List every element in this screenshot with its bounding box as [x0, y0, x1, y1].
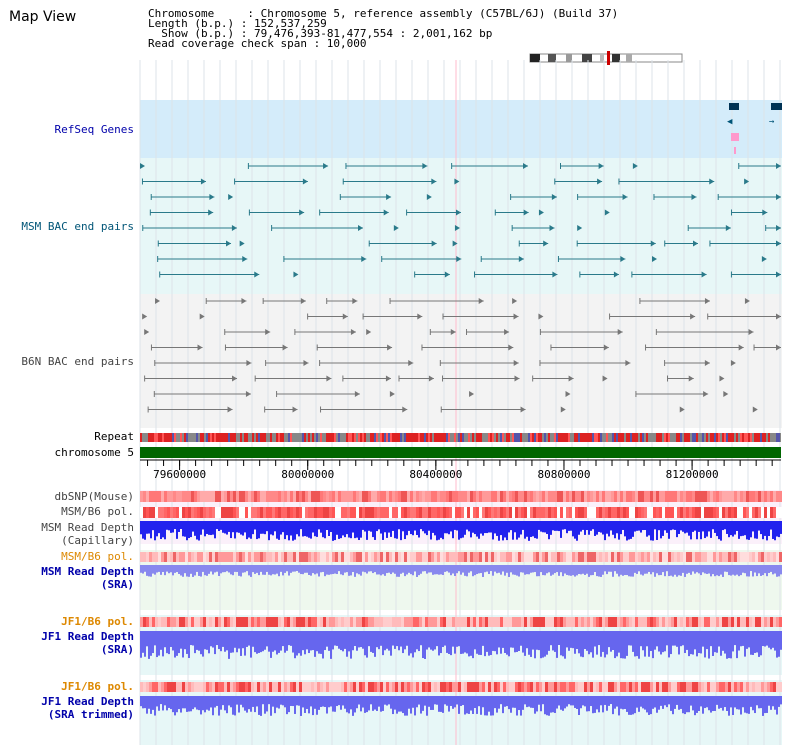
label-jf1-pol-1: JF1/B6 pol. — [61, 615, 134, 628]
info-chromosome: Chromosome : Chromosome 5, reference ass… — [148, 7, 619, 20]
label-jf1-depth-1: JF1 Read Depth — [41, 630, 134, 643]
label-jf1-depth-2: (SRA) — [100, 643, 134, 656]
axis-tick-label: 79600000 — [153, 468, 206, 481]
chromosome-bar[interactable] — [140, 447, 781, 458]
label-msm-depth-sra-2: (SRA) — [100, 578, 134, 591]
repeat-track[interactable] — [140, 433, 781, 442]
info-show: Show (b.p.) : 79,476,393-81,477,554 : 2,… — [161, 27, 493, 40]
label-b6n-bac: B6N BAC end pairs — [21, 355, 134, 368]
position-axis: 79600000 80000000 80400000 80800000 81200000 — [140, 459, 781, 481]
label-jf1-trim-1: JF1 Read Depth — [41, 695, 134, 708]
axis-tick-label: 80800000 — [537, 468, 590, 481]
chromosome-info: Chromosome : Chromosome 5, reference ass… — [148, 7, 619, 50]
label-jf1-trim-2: (SRA trimmed) — [47, 708, 134, 721]
depth-tracks[interactable] — [140, 521, 782, 716]
b6n-bac-track[interactable] — [142, 298, 781, 413]
svg-text:→: → — [769, 117, 775, 127]
axis-tick-label: 81200000 — [666, 468, 719, 481]
label-msm-pol-2: MSM/B6 pol. — [61, 550, 134, 563]
heatmap-tracks[interactable] — [140, 491, 782, 692]
msm-bac-track[interactable] — [140, 163, 781, 278]
info-length: Length (b.p.) : 152,537,259 — [148, 17, 327, 30]
label-msm-depth-sra-1: MSM Read Depth — [41, 565, 134, 578]
refseq-track[interactable]: ◀ → — [727, 103, 782, 154]
label-chromosome: chromosome 5 — [54, 446, 134, 459]
label-repeat: Repeat — [94, 430, 134, 443]
label-msm-depth-cap-1: MSM Read Depth — [41, 521, 134, 534]
ideogram-position-marker — [607, 51, 610, 65]
axis-tick-label: 80000000 — [281, 468, 334, 481]
chromosome-ideogram[interactable] — [529, 51, 683, 65]
label-msm-depth-cap-2: (Capillary) — [61, 534, 134, 547]
svg-text:◀: ◀ — [727, 117, 733, 127]
page-title: Map View — [9, 9, 77, 25]
label-jf1-pol-2: JF1/B6 pol. — [61, 680, 134, 693]
label-msm-bac: MSM BAC end pairs — [21, 220, 134, 233]
label-dbsnp: dbSNP(Mouse) — [54, 490, 134, 503]
axis-tick-label: 80400000 — [409, 468, 462, 481]
label-refseq: RefSeq Genes — [54, 123, 134, 136]
label-msm-pol-1: MSM/B6 pol. — [61, 505, 134, 518]
info-coverage-span: Read coverage check span : 10,000 — [148, 37, 367, 50]
